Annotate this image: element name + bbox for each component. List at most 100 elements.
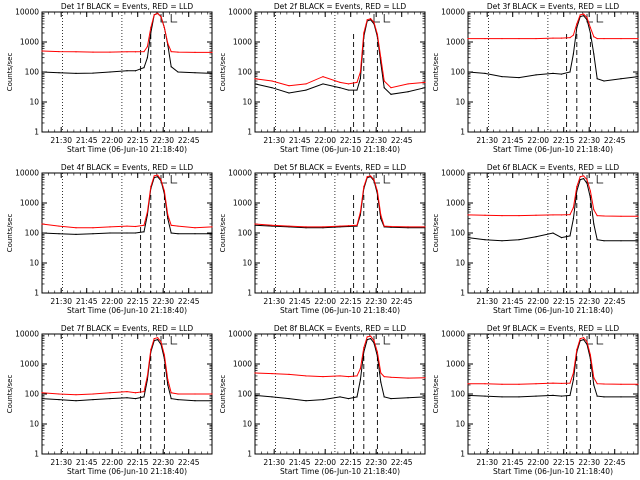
chart-panel-2: Det 2f BLACK = Events, RED = LLD 1 10 100 10…	[219, 2, 426, 154]
marker-glyph	[373, 175, 380, 184]
y-axis-label: Counts/sec	[219, 214, 227, 253]
data-point	[177, 71, 179, 73]
data-point	[109, 226, 111, 228]
x-tick-label: 22:45	[604, 297, 626, 306]
data-point	[407, 397, 409, 399]
data-point	[596, 239, 598, 241]
chart-panel-1: Det 1f BLACK = Events, RED = LLD 1 10 100 10…	[6, 2, 213, 154]
y-tick-label: 100	[451, 390, 466, 399]
x-axis-label: Start Time (06-Jun-10 21:18:40)	[493, 306, 613, 315]
data-point	[322, 83, 324, 85]
data-point	[75, 72, 77, 74]
data-point	[583, 178, 585, 180]
data-point	[211, 393, 213, 395]
x-tick-label: 22:30	[152, 458, 174, 467]
y-tick-label: 100	[238, 229, 253, 238]
series-line-lld-red	[41, 174, 213, 229]
data-point	[576, 349, 578, 351]
data-point	[637, 37, 639, 40]
data-point	[305, 89, 307, 91]
data-point	[150, 186, 152, 188]
series-line-events-black	[41, 12, 213, 74]
data-point	[366, 19, 368, 21]
data-point	[322, 227, 324, 229]
data-point	[560, 214, 563, 216]
x-tick-label: 22:30	[578, 136, 600, 145]
data-point	[407, 226, 409, 228]
data-point	[288, 398, 290, 400]
data-point	[177, 393, 179, 395]
marker-glyph	[596, 14, 604, 23]
data-point	[75, 233, 77, 235]
marker-glyph	[383, 175, 391, 184]
x-tick-label: 21:45	[76, 458, 98, 467]
y-tick-label: 100	[25, 229, 40, 238]
data-point	[126, 397, 128, 399]
x-tick-label: 22:15	[127, 458, 149, 467]
data-point	[383, 396, 385, 398]
data-point	[380, 218, 382, 220]
data-point	[288, 85, 290, 87]
series-line-lld-red	[254, 335, 426, 379]
data-point	[254, 78, 256, 80]
data-point	[157, 176, 159, 178]
data-point	[596, 78, 598, 80]
x-tick-label: 22:30	[152, 297, 174, 306]
plot-frame	[467, 333, 639, 455]
x-tick-label: 21:45	[76, 297, 98, 306]
data-point	[92, 393, 94, 395]
data-point	[359, 211, 361, 213]
data-point	[370, 175, 372, 177]
data-point	[501, 215, 503, 217]
x-tick-label: 22:30	[365, 136, 387, 145]
data-point	[518, 396, 520, 398]
data-point	[583, 13, 585, 15]
data-point	[552, 37, 554, 39]
data-point	[41, 223, 43, 225]
data-point	[501, 76, 503, 78]
data-point	[390, 87, 392, 89]
data-point	[596, 395, 598, 397]
y-tick-label: 1	[460, 128, 465, 137]
data-point	[254, 83, 256, 85]
data-point	[407, 91, 409, 93]
y-tick-label: 10000	[228, 8, 252, 17]
data-point	[376, 351, 378, 353]
data-point	[359, 368, 361, 370]
data-point	[467, 237, 469, 239]
data-point	[322, 226, 324, 228]
marker-glyph	[596, 336, 604, 345]
data-point	[356, 89, 358, 91]
plot-frame	[467, 11, 639, 133]
data-point	[347, 83, 350, 85]
data-point	[366, 336, 368, 338]
data-point	[467, 37, 469, 40]
data-point	[518, 215, 520, 217]
data-point	[363, 186, 365, 188]
data-point	[501, 240, 503, 242]
x-axis-label: Start Time (06-Jun-10 21:18:40)	[280, 145, 400, 154]
data-point	[356, 81, 358, 84]
data-point	[535, 395, 537, 397]
data-point	[560, 237, 563, 239]
data-point	[593, 223, 595, 225]
data-point	[58, 50, 60, 53]
y-tick-label: 1	[34, 450, 39, 459]
data-point	[467, 394, 469, 396]
data-point	[143, 396, 145, 398]
data-point	[535, 236, 537, 238]
data-point	[383, 376, 385, 378]
data-point	[593, 209, 595, 211]
data-point	[170, 392, 172, 394]
x-axis-label: Start Time (06-Jun-10 21:18:40)	[280, 306, 400, 315]
y-tick-label: 1000	[446, 199, 465, 208]
x-tick-label: 21:30	[50, 136, 72, 145]
x-tick-label: 22:15	[553, 136, 575, 145]
y-axis-label: Counts/sec	[219, 53, 227, 92]
data-point	[150, 32, 152, 34]
data-point	[583, 15, 585, 17]
y-tick-label: 10	[242, 420, 252, 429]
y-tick-label: 100	[451, 68, 466, 77]
x-tick-label: 21:30	[263, 458, 285, 467]
y-tick-label: 1000	[20, 199, 39, 208]
